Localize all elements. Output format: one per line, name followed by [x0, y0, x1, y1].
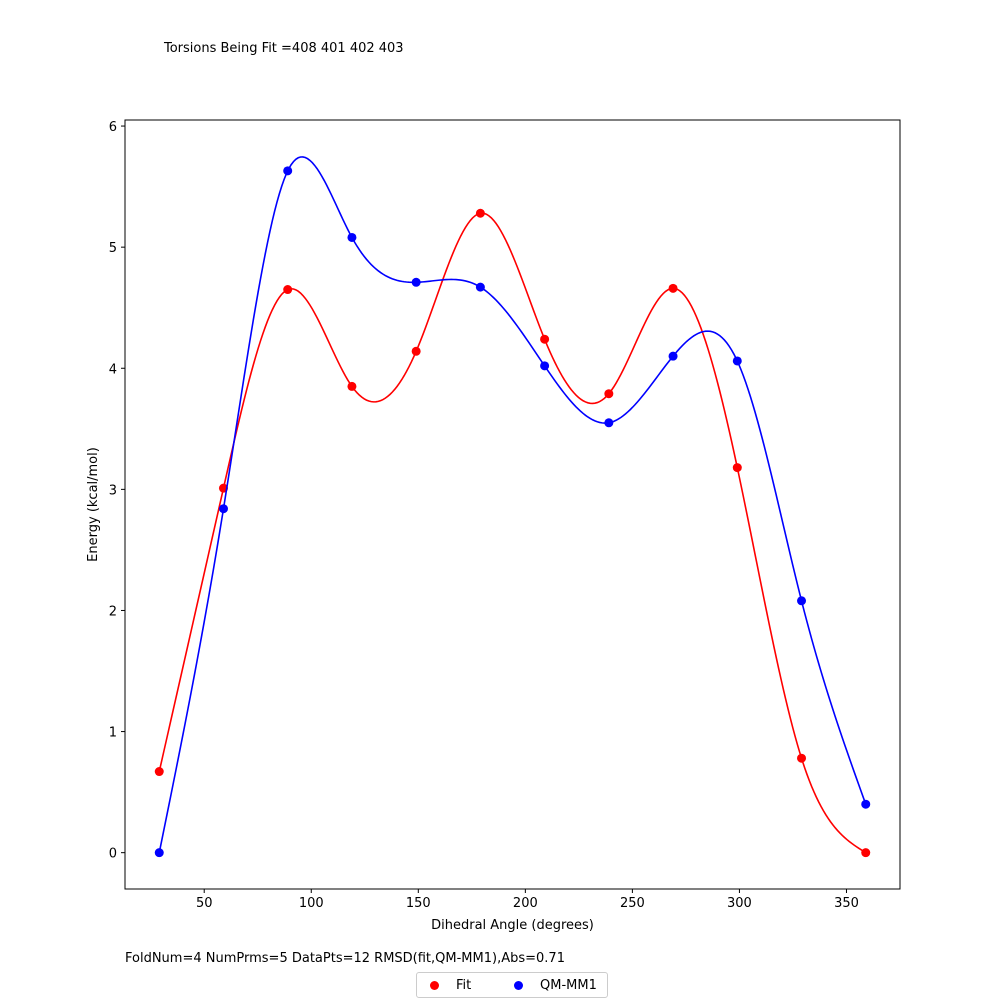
data-point-qm-mm1	[411, 277, 421, 287]
torsions-header: Torsions Being Fit =408 401 402 403	[164, 41, 404, 56]
data-point-qm-mm1	[347, 232, 357, 242]
legend-label-qm-mm1: QM-MM1	[540, 978, 597, 993]
y-tick-label: 6	[109, 120, 117, 135]
series-line-fit	[158, 212, 867, 854]
legend-item-fit: Fit	[430, 978, 471, 993]
data-point-qm-mm1	[283, 166, 293, 176]
fit-marker-icon	[430, 981, 439, 990]
data-point-fit	[861, 848, 871, 858]
x-tick-label: 350	[834, 896, 859, 911]
data-point-qm-mm1	[475, 282, 485, 292]
data-point-fit	[283, 285, 293, 295]
series-line-qm-mm1	[158, 156, 867, 853]
y-tick-label: 3	[109, 483, 117, 498]
x-tick-label: 150	[406, 896, 431, 911]
data-point-fit	[475, 208, 485, 218]
energy-chart: 50 100 150 200 250 300 350 0 1 2 3 4 5 6 Dihedral Angl…	[86, 119, 901, 933]
data-point-qm-mm1	[540, 361, 550, 371]
data-point-fit	[797, 753, 807, 763]
legend-item-qm-mm1: QM-MM1	[514, 978, 597, 993]
data-point-fit	[732, 463, 742, 473]
x-tick-label: 300	[727, 896, 752, 911]
y-tick-label: 1	[109, 726, 117, 741]
data-point-qm-mm1	[218, 504, 228, 514]
data-point-fit	[154, 767, 164, 777]
x-tick-label: 100	[299, 896, 324, 911]
data-point-qm-mm1	[732, 356, 742, 366]
y-tick-label: 0	[109, 847, 117, 862]
y-tick-label: 4	[109, 362, 117, 377]
x-tick-label: 200	[513, 896, 538, 911]
data-point-qm-mm1	[604, 418, 614, 428]
data-point-qm-mm1	[668, 351, 678, 361]
data-point-qm-mm1	[154, 848, 164, 858]
data-point-qm-mm1	[861, 799, 871, 809]
data-point-fit	[347, 381, 357, 391]
data-point-fit	[604, 389, 614, 399]
data-point-fit	[540, 334, 550, 344]
y-tick-label: 5	[109, 241, 117, 256]
y-axis-label: Energy (kcal/mol)	[86, 447, 101, 562]
plot-frame	[124, 119, 901, 890]
data-point-fit	[668, 283, 678, 293]
legend-label-fit: Fit	[456, 978, 472, 993]
x-axis-label: Dihedral Angle (degrees)	[431, 918, 594, 933]
data-point-fit	[411, 346, 421, 356]
legend: Fit QM-MM1	[416, 972, 608, 998]
y-tick-label: 2	[109, 604, 117, 619]
qm-mm1-marker-icon	[514, 981, 523, 990]
fit-statistics: FoldNum=4 NumPrms=5 DataPts=12 RMSD(fit,…	[125, 951, 565, 966]
data-point-qm-mm1	[797, 596, 807, 606]
x-tick-label: 50	[196, 896, 213, 911]
x-tick-label: 250	[620, 896, 645, 911]
